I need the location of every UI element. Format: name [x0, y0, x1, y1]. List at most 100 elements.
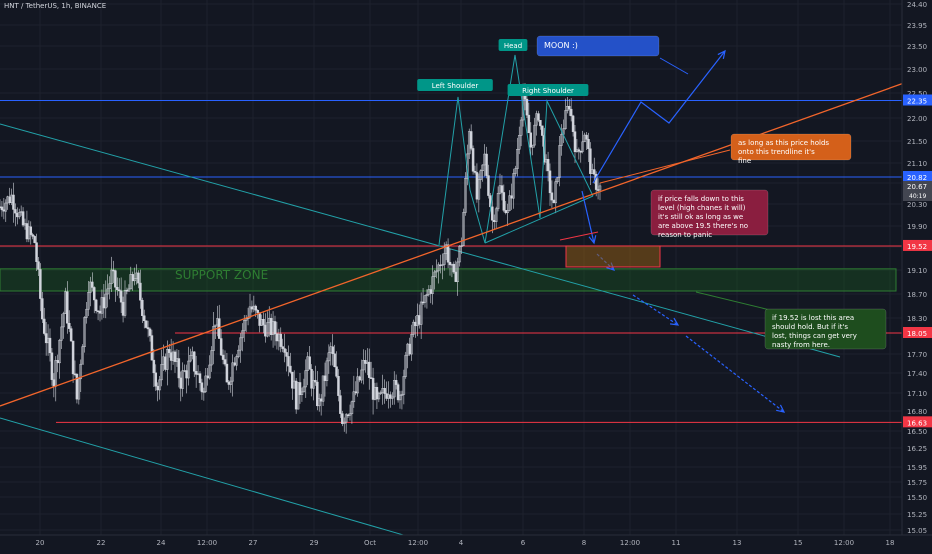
- candle-body: [402, 376, 406, 395]
- support-zone-label: SUPPORT ZONE: [175, 268, 268, 282]
- support-zone-box[interactable]: [0, 268, 897, 292]
- down-arrow-3-head: [776, 404, 786, 413]
- label-head: Head: [504, 42, 522, 50]
- candle-body: [239, 337, 242, 351]
- label-right-shoulder: Right Shoulder: [522, 87, 574, 95]
- candle-body: [235, 356, 238, 366]
- candle-body: [283, 348, 286, 353]
- candle-body: [377, 392, 381, 400]
- moon-note-pointer: [659, 57, 689, 75]
- candle-body: [123, 289, 127, 316]
- candle-body: [389, 394, 392, 399]
- candle-body: [273, 321, 277, 335]
- price-level-label: 18.05: [907, 330, 927, 338]
- candle-body: [404, 354, 408, 377]
- x-tick-label: 12:00: [408, 539, 428, 547]
- candle-body: [37, 261, 40, 270]
- candle-body: [35, 242, 38, 262]
- candle-body: [506, 210, 509, 214]
- candle-body: [77, 378, 81, 400]
- candle-body: [560, 133, 563, 146]
- candle-body: [296, 382, 300, 410]
- candle-body: [302, 386, 306, 393]
- y-tick-label: 19.90: [907, 223, 927, 231]
- candle-body: [394, 380, 398, 385]
- candle-body: [367, 361, 371, 378]
- candle-body: [527, 114, 531, 134]
- candle-body: [587, 139, 590, 150]
- candle-body: [494, 208, 498, 222]
- candle-body: [116, 287, 119, 291]
- teal-channel-lower[interactable]: [0, 417, 456, 551]
- candle-body: [412, 321, 415, 335]
- candle-body: [558, 145, 561, 178]
- label-right-shoulder-box: [507, 84, 589, 96]
- current-price-box: [903, 181, 932, 201]
- candle-body: [491, 206, 494, 221]
- candle-body: [531, 144, 534, 148]
- down-arrow-2[interactable]: [632, 294, 679, 326]
- candle-body: [71, 340, 75, 375]
- y-tick-label: 17.40: [907, 370, 927, 378]
- candle-body: [237, 349, 240, 357]
- candle-body: [481, 164, 484, 171]
- drop-arrow[interactable]: [581, 190, 595, 244]
- orange-trendline[interactable]: [0, 72, 932, 407]
- trendline-note-box[interactable]: [730, 133, 852, 161]
- teal-channel-upper[interactable]: [0, 123, 841, 358]
- candle-body: [514, 168, 517, 174]
- candle-body: [360, 369, 363, 381]
- candle-body: [333, 353, 336, 368]
- candle-body: [219, 338, 223, 356]
- candle-body: [225, 363, 229, 383]
- candle-body: [291, 371, 294, 389]
- candle-body: [181, 370, 184, 389]
- label-head-box: [498, 39, 528, 51]
- x-tick-label: 29: [310, 539, 319, 547]
- neckline[interactable]: [484, 195, 594, 244]
- candle-body: [58, 339, 61, 364]
- candle-body: [33, 236, 36, 243]
- moon-arrow[interactable]: [592, 50, 726, 184]
- candle-body: [146, 327, 150, 330]
- moon-note-box[interactable]: [536, 35, 660, 57]
- candle-body: [456, 261, 459, 282]
- candle-body: [137, 272, 140, 284]
- x-tick-label: 12:00: [620, 539, 640, 547]
- candle-body: [106, 288, 109, 295]
- candle-body: [67, 323, 71, 329]
- moon-note: MOON :): [544, 41, 578, 50]
- candle-body: [556, 177, 559, 182]
- candle-body: [66, 291, 69, 324]
- candle-body: [231, 362, 234, 382]
- lost-note-box[interactable]: [764, 308, 887, 350]
- candle-body: [144, 320, 148, 328]
- candle-body: [471, 148, 475, 172]
- candle-body: [400, 394, 404, 396]
- candle-body: [110, 269, 113, 285]
- candle-body: [469, 131, 473, 149]
- price-level-label: 20.82: [907, 174, 927, 182]
- y-tick-label: 23.00: [907, 66, 927, 74]
- y-tick-label: 15.75: [907, 479, 927, 487]
- price-level-label: 19.52: [907, 243, 927, 251]
- candle-body: [198, 373, 202, 384]
- candle-body: [554, 181, 558, 204]
- down-arrow-3[interactable]: [685, 335, 785, 413]
- price-axis-background: [902, 0, 932, 550]
- candle-body: [141, 299, 144, 316]
- moon-arrow-head: [717, 49, 726, 59]
- candle-body: [392, 380, 396, 398]
- falls-note-box[interactable]: [650, 189, 769, 236]
- candle-body: [12, 194, 15, 210]
- candle-body: [114, 270, 117, 288]
- head-shoulders-outline[interactable]: [438, 54, 594, 246]
- y-tick-label: 15.95: [907, 464, 927, 472]
- candle-body: [594, 174, 598, 190]
- level-highlight-box[interactable]: [565, 245, 661, 268]
- price-label-box: [903, 239, 932, 251]
- candle-body: [473, 171, 477, 173]
- candle-body: [342, 421, 346, 424]
